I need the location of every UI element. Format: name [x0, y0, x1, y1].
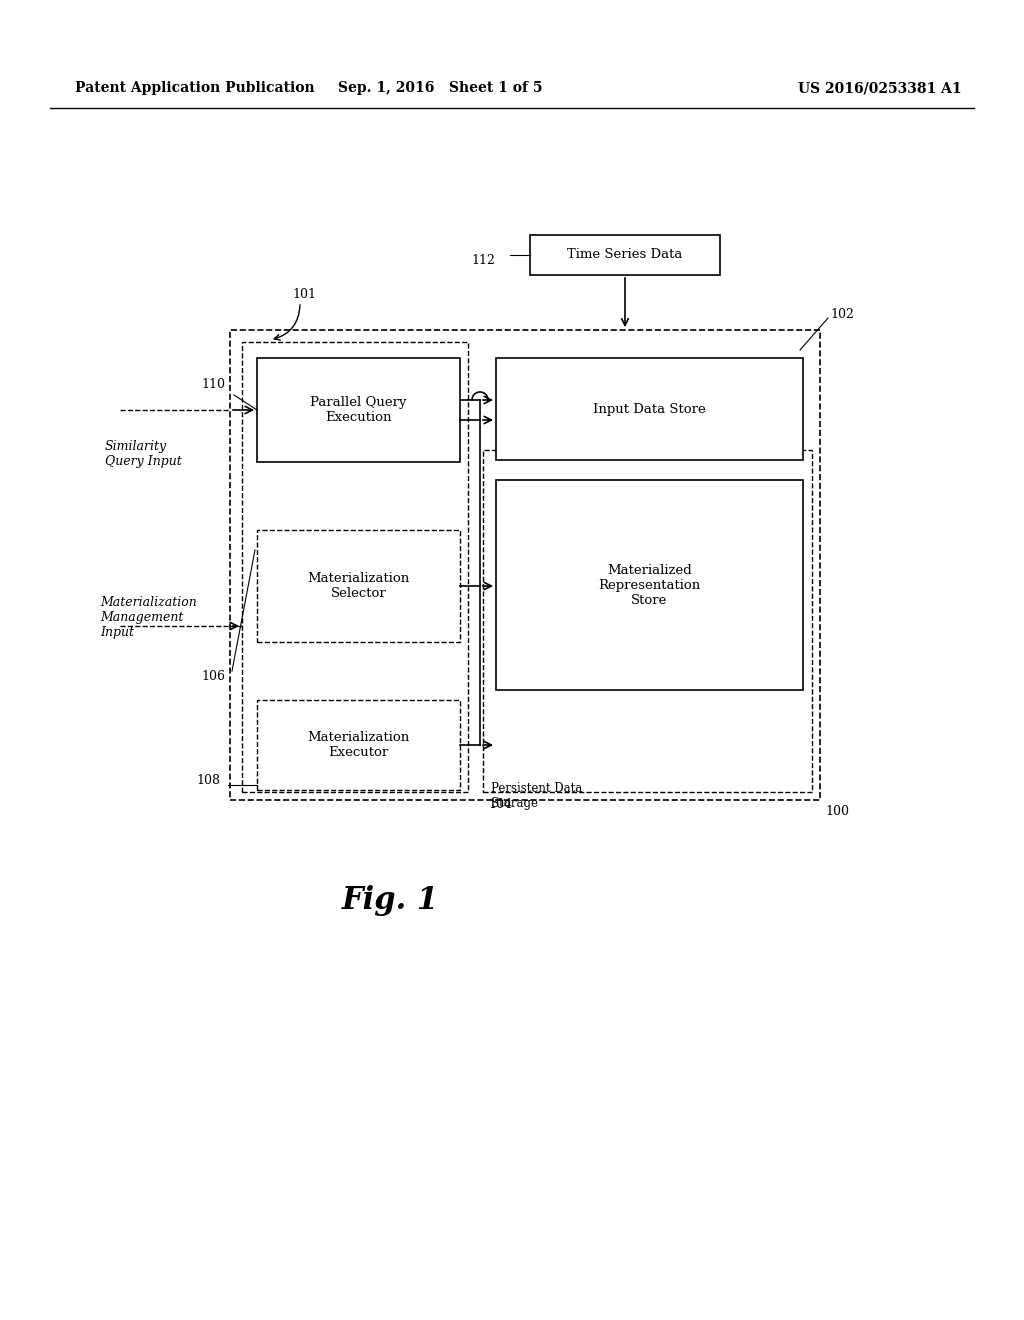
Bar [242, 342, 468, 792]
Text: 104: 104 [488, 797, 512, 810]
Bar [530, 235, 720, 275]
Text: Materialization
Management
Input: Materialization Management Input [100, 597, 197, 639]
Text: 100: 100 [825, 805, 849, 818]
Text: 106: 106 [201, 669, 225, 682]
Bar [230, 330, 820, 800]
Bar [496, 480, 803, 690]
Text: Sep. 1, 2016   Sheet 1 of 5: Sep. 1, 2016 Sheet 1 of 5 [338, 81, 543, 95]
Text: 110: 110 [201, 379, 225, 392]
Text: Parallel Query
Execution: Parallel Query Execution [310, 396, 407, 424]
Text: Fig. 1: Fig. 1 [341, 884, 438, 916]
Text: Similarity
Query Input: Similarity Query Input [105, 440, 181, 469]
Bar [257, 531, 460, 642]
Text: 108: 108 [196, 774, 220, 787]
Bar [257, 358, 460, 462]
Bar [496, 358, 803, 459]
Text: Persistent Data
Storage: Persistent Data Storage [490, 781, 583, 810]
Text: US 2016/0253381 A1: US 2016/0253381 A1 [798, 81, 962, 95]
Text: Materialization
Selector: Materialization Selector [307, 572, 410, 601]
Text: 102: 102 [830, 309, 854, 322]
Bar [257, 700, 460, 789]
Text: Materialized
Representation
Store: Materialized Representation Store [598, 564, 700, 606]
Bar [483, 450, 812, 792]
Text: Materialization
Executor: Materialization Executor [307, 731, 410, 759]
Text: Patent Application Publication: Patent Application Publication [75, 81, 314, 95]
Text: Time Series Data: Time Series Data [567, 248, 683, 261]
Text: Input Data Store: Input Data Store [593, 403, 706, 416]
Text: 112: 112 [471, 253, 495, 267]
Text: 101: 101 [292, 289, 316, 301]
